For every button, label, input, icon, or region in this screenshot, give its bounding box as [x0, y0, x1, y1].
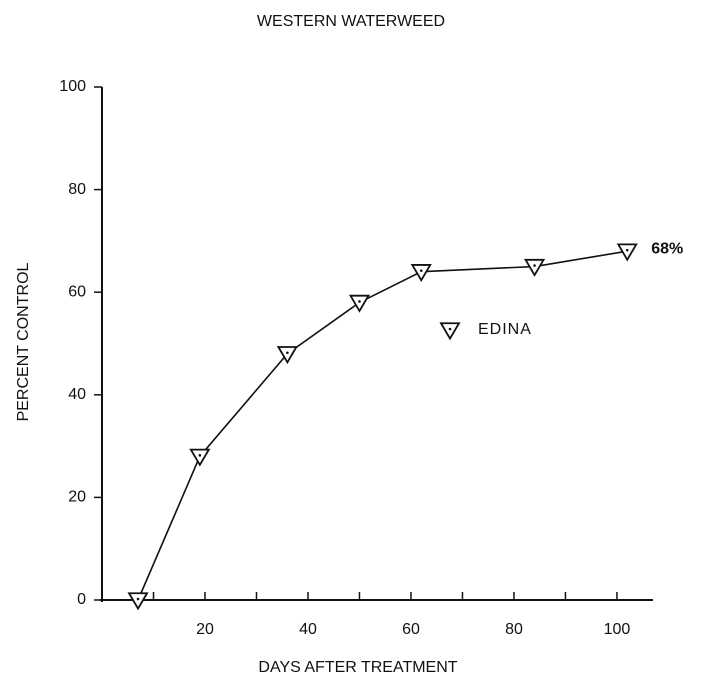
y-tick-label: 60 [68, 283, 86, 300]
marker [616, 243, 638, 262]
x-tick-label: 20 [196, 621, 214, 638]
marker [189, 448, 211, 467]
y-tick-label: 100 [59, 78, 86, 95]
marker-dot [358, 300, 361, 303]
x-tick-label: 100 [604, 621, 631, 638]
marker [127, 592, 149, 611]
y-tick-label: 0 [77, 591, 86, 608]
marker [348, 294, 371, 313]
chart-title: WESTERN WATERWEED [257, 13, 445, 30]
x-tick-label: 60 [402, 621, 420, 638]
marker-dot [533, 264, 536, 267]
marker [523, 258, 546, 277]
marker-dot [286, 351, 289, 355]
legend-marker-dot [448, 327, 452, 331]
x-tick-label: 40 [299, 621, 317, 638]
y-tick-label: 80 [68, 181, 86, 198]
legend-label: EDINA [478, 321, 532, 338]
marker-dot [419, 269, 423, 272]
y-axis-label: PERCENT CONTROL [15, 262, 32, 421]
marker-dot [136, 597, 140, 601]
marker [276, 346, 298, 365]
marker [410, 264, 432, 283]
y-tick-label: 20 [68, 489, 86, 506]
x-axis-label: DAYS AFTER TREATMENT [258, 659, 457, 676]
marker-dot [198, 454, 202, 457]
y-tick-label: 40 [68, 386, 86, 403]
x-tick-label: 80 [505, 621, 523, 638]
legend-marker [439, 322, 461, 341]
series-line [137, 250, 628, 601]
value-label: 68% [651, 240, 683, 257]
marker-dot [625, 248, 629, 252]
